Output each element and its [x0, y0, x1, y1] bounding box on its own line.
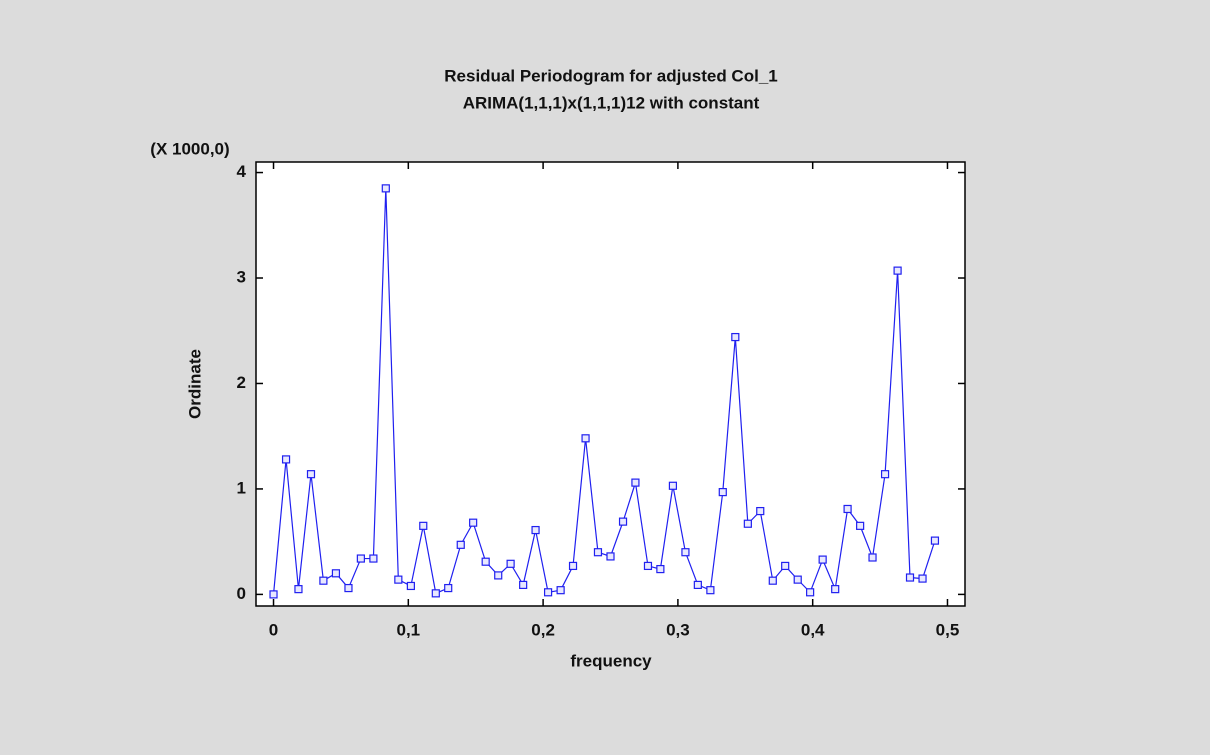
x-tick-label: 0 [269, 620, 278, 639]
y-tick-label: 1 [237, 478, 246, 497]
x-axis-label: frequency [570, 651, 652, 670]
y-axis-label: Ordinate [185, 349, 204, 419]
data-point [681, 548, 690, 557]
data-point [356, 554, 365, 563]
data-point [781, 561, 790, 571]
data-point [718, 487, 727, 497]
data-point [269, 590, 278, 599]
data-point [319, 576, 328, 585]
chart-subtitle: ARIMA(1,1,1)x(1,1,1)12 with constant [463, 93, 760, 112]
data-point [868, 553, 877, 562]
data-point [469, 518, 478, 527]
chart-title: Residual Periodogram for adjusted Col_1 [444, 66, 777, 85]
data-point [581, 434, 590, 443]
x-tick-label: 0,2 [531, 620, 555, 639]
data-point [818, 555, 827, 564]
data-point [768, 576, 777, 585]
x-tick-label: 0,4 [801, 620, 825, 639]
y-tick-label: 2 [237, 373, 246, 392]
x-tick-label: 0,3 [666, 620, 690, 639]
data-point [481, 557, 490, 566]
data-point [743, 519, 752, 528]
data-point [731, 332, 740, 342]
data-point [756, 506, 765, 516]
data-line [272, 188, 936, 595]
data-point [344, 583, 353, 593]
data-point [843, 504, 852, 514]
data-point [519, 580, 528, 590]
y-tick-label: 4 [237, 162, 247, 181]
y-multiplier: (X 1000,0) [150, 139, 229, 158]
data-point [431, 589, 440, 598]
data-point [880, 470, 890, 479]
data-point [693, 580, 702, 590]
data-point [656, 564, 665, 574]
data-point [506, 559, 515, 568]
data-point [394, 575, 403, 584]
data-point [831, 585, 840, 594]
data-point [706, 586, 715, 595]
x-tick-label: 0,1 [396, 620, 420, 639]
data-point [618, 517, 628, 526]
data-point [918, 574, 927, 583]
data-point [856, 521, 865, 530]
data-point [369, 554, 378, 563]
data-point [306, 470, 316, 479]
data-point [793, 575, 802, 584]
data-point [593, 548, 603, 557]
data-point [806, 588, 815, 597]
data-point [905, 573, 915, 582]
data-point [444, 583, 453, 593]
data-point [381, 184, 390, 193]
data-point [556, 586, 565, 595]
data-point [606, 552, 615, 561]
data-point [406, 581, 415, 591]
y-tick-label: 3 [237, 267, 246, 286]
data-point [331, 569, 341, 578]
plot-area [255, 161, 966, 607]
x-tick-label: 0,5 [936, 620, 960, 639]
data-point [281, 455, 291, 464]
y-tick-label: 0 [237, 584, 246, 603]
data-point [419, 521, 428, 530]
data-point [631, 478, 640, 487]
data-point [543, 588, 553, 597]
data-point [494, 571, 503, 580]
data-point [568, 561, 578, 571]
data-point [930, 536, 940, 545]
data-point [531, 525, 540, 535]
data-point [643, 561, 653, 571]
data-point [668, 481, 678, 490]
data-point [893, 266, 902, 275]
data-point [456, 540, 465, 549]
data-point [294, 585, 303, 594]
